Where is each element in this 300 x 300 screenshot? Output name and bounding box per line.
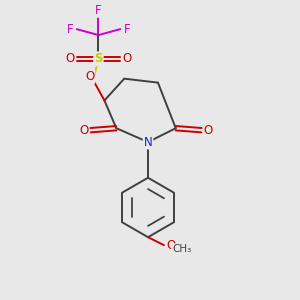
Text: F: F [124, 22, 130, 36]
Text: S: S [94, 52, 103, 65]
Text: N: N [144, 136, 152, 148]
Text: O: O [123, 52, 132, 65]
Text: O: O [65, 52, 74, 65]
Text: O: O [204, 124, 213, 137]
Text: O: O [166, 238, 176, 252]
Text: F: F [66, 22, 73, 36]
Text: O: O [79, 124, 88, 137]
Text: O: O [85, 70, 94, 83]
Text: F: F [95, 4, 102, 17]
Text: CH₃: CH₃ [172, 244, 191, 254]
